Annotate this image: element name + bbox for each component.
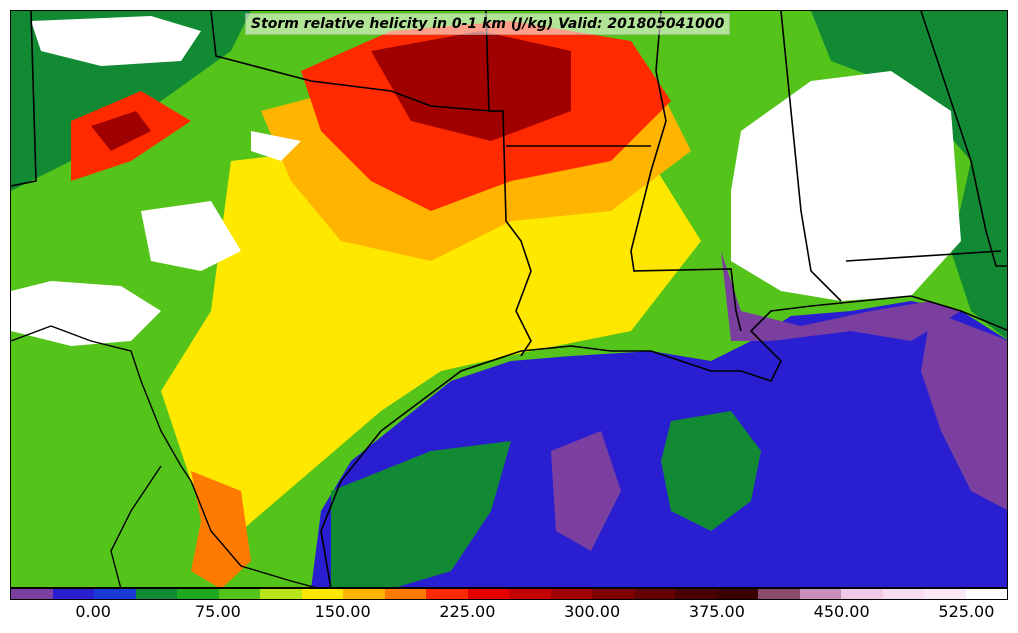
helicity-darkred-region: [371, 31, 571, 141]
border-mexico: [110, 465, 162, 587]
map-canvas: [11, 11, 1007, 587]
colorbar-swatch: [467, 589, 509, 599]
no-data-region: [11, 281, 161, 346]
colorbar-swatch: [177, 589, 219, 599]
map-title: Storm relative helicity in 0-1 km (J/kg)…: [245, 13, 731, 35]
helicity-green-region: [661, 411, 761, 531]
colorbar-swatch: [882, 589, 924, 599]
colorbar-swatch: [426, 589, 468, 599]
state-border-ms: [630, 11, 742, 332]
colorbar-swatch: [343, 589, 385, 599]
no-data-region: [31, 16, 201, 66]
colorbar-swatch: [218, 589, 260, 599]
helicity-orange-region: [191, 471, 251, 587]
state-border-al: [780, 11, 842, 302]
colorbar-swatch: [592, 589, 634, 599]
helicity-green-region: [331, 441, 511, 587]
colorbar-swatch: [841, 589, 883, 599]
colorbar-swatch: [509, 589, 551, 599]
colorbar-tick-label: 75.00: [195, 602, 241, 621]
border-rio-grande: [190, 480, 317, 587]
colorbar-swatch: [675, 589, 717, 599]
colorbar-swatch: [633, 589, 675, 599]
state-border-nm: [11, 11, 37, 187]
colorbar-tick-label: 300.00: [564, 602, 621, 621]
colorbar-swatch: [301, 589, 343, 599]
helicity-purple-region: [721, 251, 961, 341]
colorbar-tick-label: 225.00: [439, 602, 496, 621]
colorbar-tick-label: 525.00: [938, 602, 995, 621]
colorbar-swatch: [260, 589, 302, 599]
colorbar-swatch: [758, 589, 800, 599]
colorbar-labels: 0.00 75.00 150.00 225.00 300.00 375.00 450.00 5…: [10, 602, 1008, 628]
colorbar-swatch: [799, 589, 841, 599]
land-band: [811, 11, 1007, 340]
colorbar-swatch: [965, 589, 1007, 599]
colorbar-swatch: [52, 589, 94, 599]
colorbar-tick-label: 150.00: [314, 602, 371, 621]
colorbar-tick-label: 375.00: [688, 602, 745, 621]
colorbar-swatch: [11, 589, 53, 599]
state-border-ga: [920, 11, 1007, 267]
state-border-fl: [845, 250, 1002, 262]
state-border-tx-mex: [11, 325, 192, 482]
helicity-darkred-region: [91, 111, 151, 151]
colorbar-swatch: [384, 589, 426, 599]
colorbar-swatch: [94, 589, 136, 599]
colorbar: [10, 588, 1008, 600]
no-data-region: [141, 201, 241, 271]
helicity-high-region: [161, 131, 701, 531]
colorbar-tick-label: 0.00: [75, 602, 111, 621]
colorbar-swatch: [924, 589, 966, 599]
gulf-coastline: [320, 295, 1007, 587]
colorbar-tick-label: 450.00: [813, 602, 870, 621]
helicity-purple-region: [921, 311, 1007, 510]
colorbar-swatch: [135, 589, 177, 599]
colorbar-swatch: [716, 589, 758, 599]
colorbar-swatch: [550, 589, 592, 599]
state-border-tx-la: [485, 11, 532, 357]
no-data-region: [731, 71, 961, 301]
helicity-purple-region: [551, 431, 621, 551]
helicity-map: [10, 10, 1008, 588]
no-data-region: [251, 131, 301, 161]
